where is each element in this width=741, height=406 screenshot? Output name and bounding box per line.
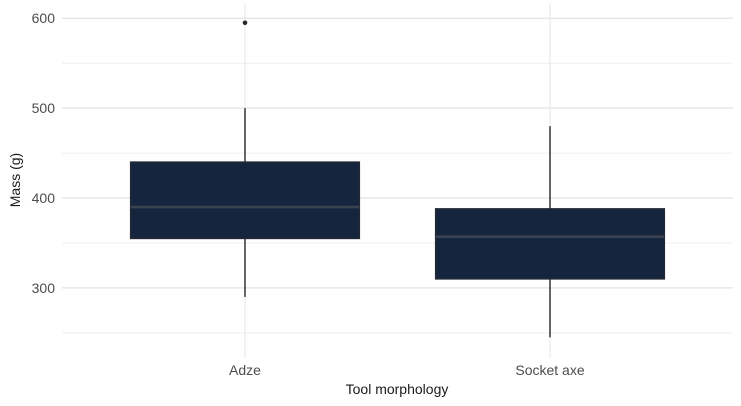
- box: [434, 208, 666, 280]
- x-tick-label-adze: Adze: [229, 362, 261, 378]
- x-tick-label-socket-axe: Socket axe: [515, 362, 585, 378]
- y-tick-label: 300: [31, 279, 55, 296]
- y-tick-label: 500: [31, 100, 55, 117]
- outlier-point: [242, 20, 248, 26]
- y-axis-title-text: Mass (g): [7, 152, 23, 208]
- x-axis-title: Tool morphology: [345, 381, 449, 397]
- y-tick-label: 600: [31, 10, 55, 27]
- y-tick-label: 400: [31, 190, 55, 207]
- box: [129, 161, 361, 240]
